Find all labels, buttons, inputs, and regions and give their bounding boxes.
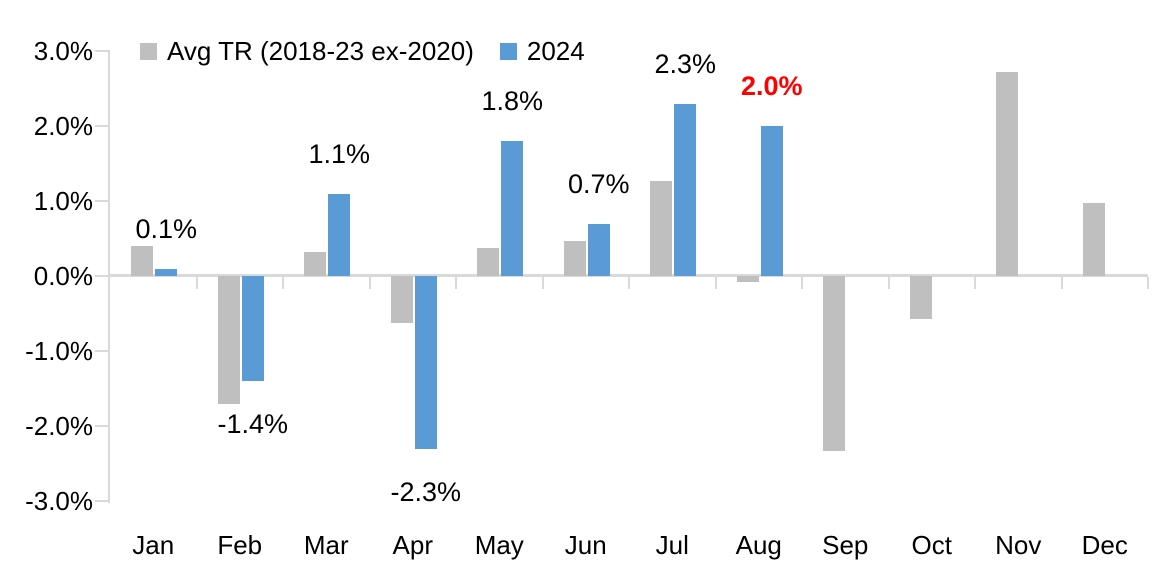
x-axis-tick [368, 277, 371, 289]
x-axis-tick [195, 277, 198, 289]
bar-avg-mar [304, 252, 327, 276]
y-axis-tick-label: 1.0% [33, 186, 93, 216]
y-axis-tick [95, 500, 110, 502]
x-axis-tick [714, 277, 717, 289]
y-axis-tick-label: 0.0% [33, 261, 93, 291]
bar-2024-jun [587, 223, 610, 276]
x-axis-tick [282, 277, 284, 289]
bar-avg-oct [909, 276, 932, 319]
data-label-2024-jul: 2.3% [654, 48, 717, 79]
y-axis-tick-label: 2.0% [33, 111, 93, 141]
bar-avg-dec [1082, 203, 1105, 276]
bar-2024-mar [328, 193, 351, 276]
x-axis-tick [974, 277, 976, 289]
bar-avg-jun [563, 240, 586, 276]
x-axis-label-may: May [474, 530, 524, 560]
y-axis-tick-label: -2.0% [25, 411, 93, 441]
x-axis-label-jun: Jun [564, 530, 607, 560]
data-label-2024-feb: -1.4% [217, 409, 289, 439]
data-label-2024-mar: 1.1% [308, 138, 371, 169]
x-axis-tick [628, 277, 630, 289]
data-label-2024-may: 1.8% [481, 86, 544, 116]
bar-2024-jul [674, 103, 697, 276]
x-axis-label-feb: Feb [217, 530, 263, 560]
bar-2024-jan [155, 268, 178, 276]
y-axis-tick-label: -3.0% [25, 486, 93, 516]
x-axis-line [110, 274, 1148, 277]
legend-item-avg-tr: Avg TR (2018-23 ex-2020) [140, 36, 474, 67]
x-axis-label-mar: Mar [303, 530, 349, 560]
x-axis-label-apr: Apr [392, 530, 433, 560]
bar-avg-may [477, 247, 500, 276]
x-axis-tick [801, 277, 803, 289]
bar-avg-feb [217, 276, 240, 404]
y-axis-tick [95, 275, 110, 277]
x-axis-tick [455, 277, 457, 289]
bar-avg-nov [996, 72, 1019, 276]
x-axis-label-nov: Nov [995, 530, 1042, 560]
legend-swatch-avg-tr [140, 43, 157, 60]
y-axis-tick [95, 350, 110, 352]
x-axis-label-aug: Aug [735, 530, 782, 560]
bar-2024-feb [241, 276, 264, 381]
y-axis-tick [95, 50, 110, 52]
chart-legend: Avg TR (2018-23 ex-2020) 2024 [140, 36, 585, 67]
bar-2024-apr [414, 276, 437, 449]
x-axis-label-sep: Sep [822, 530, 869, 560]
legend-label-avg-tr: Avg TR (2018-23 ex-2020) [167, 36, 474, 66]
bar-2024-may [501, 141, 524, 276]
y-axis-tick-label: 3.0% [33, 36, 93, 66]
bar-avg-jan [131, 246, 154, 276]
bar-avg-jul [650, 180, 673, 276]
x-axis-tick [887, 277, 890, 289]
x-axis-tick [1060, 277, 1063, 289]
data-label-2024-jun: 0.7% [567, 168, 630, 199]
data-label-2024-apr: -2.3% [390, 476, 462, 507]
bar-2024-aug [760, 126, 783, 276]
y-axis-tick-label: -1.0% [25, 336, 93, 366]
data-label-2024-aug: 2.0% [740, 71, 803, 101]
x-axis-tick [541, 277, 544, 289]
bar-avg-aug [736, 276, 759, 282]
y-axis-tick [95, 425, 110, 427]
legend-label-2024: 2024 [526, 36, 585, 66]
data-label-2024-jan: 0.1% [135, 213, 198, 244]
x-axis-label-dec: Dec [1081, 530, 1128, 560]
bar-avg-sep [823, 276, 846, 451]
legend-swatch-2024 [499, 43, 517, 60]
x-axis-label-jul: Jul [655, 530, 689, 560]
x-axis-tick [1147, 277, 1149, 289]
bar-avg-apr [390, 276, 413, 324]
x-axis-label-jan: Jan [132, 530, 175, 560]
y-axis-tick [95, 200, 110, 202]
y-axis-tick [95, 125, 110, 127]
legend-item-2024: 2024 [499, 36, 585, 67]
x-axis-label-oct: Oct [911, 530, 952, 560]
